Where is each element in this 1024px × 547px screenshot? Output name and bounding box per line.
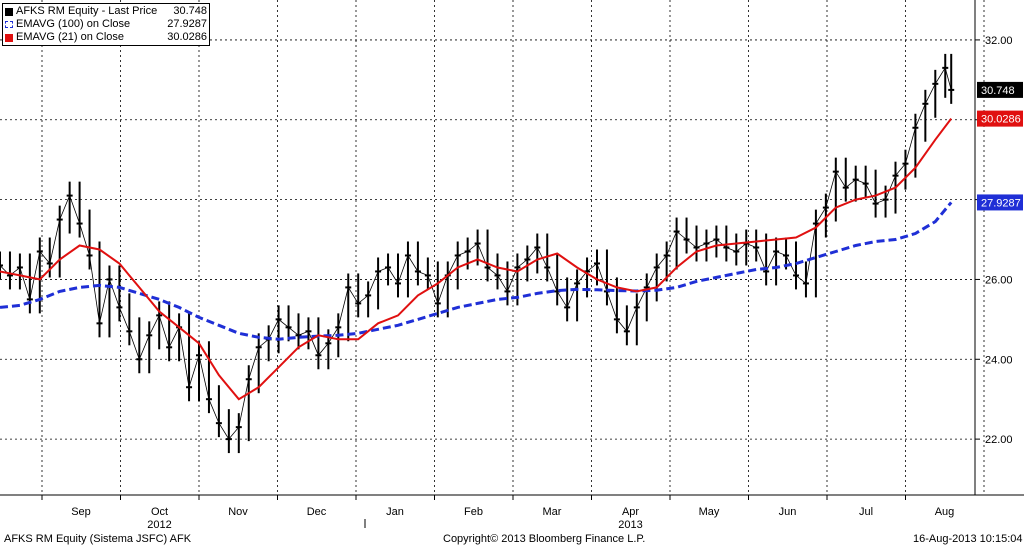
legend-value: 30.0286 — [167, 31, 207, 43]
legend-label: EMAVG (100) on Close — [16, 18, 131, 30]
x-tick-label: Nov — [228, 506, 248, 518]
legend-label: AFKS RM Equity - Last Price — [16, 5, 158, 17]
legend-label: EMAVG (21) on Close — [16, 31, 125, 43]
footer-timestamp: 16-Aug-2013 10:15:04 — [913, 533, 1023, 545]
price-chart: 22.0024.0026.0028.0030.0032.00SepOctNovD… — [0, 0, 1024, 528]
ema100-line — [0, 201, 953, 341]
year-label: 2012 — [147, 519, 171, 528]
x-tick-label: Jun — [779, 506, 797, 518]
x-tick-label: Aug — [935, 506, 955, 518]
price-tag-box — [977, 81, 1023, 98]
x-tick-label: Feb — [464, 506, 483, 518]
legend-row-ema100: EMAVG (100) on Close 27.9287 — [5, 18, 207, 31]
y-tick-label: 26.00 — [985, 274, 1013, 286]
x-tick-label: Jul — [859, 506, 873, 518]
price-tag-label: 27.9287 — [981, 197, 1021, 209]
ema21-line — [0, 117, 952, 401]
legend-row-last-price: AFKS RM Equity - Last Price 30.748 — [5, 5, 207, 18]
x-tick-label: May — [699, 506, 720, 518]
last-price-swatch — [5, 7, 13, 16]
footer-copyright: Copyright© 2013 Bloomberg Finance L.P. — [443, 533, 646, 545]
legend-row-ema21: EMAVG (21) on Close 30.0286 — [5, 31, 207, 44]
y-tick-label: 24.00 — [985, 354, 1013, 366]
x-tick-label: Apr — [622, 506, 639, 518]
price-tag-box — [977, 110, 1023, 127]
series-layer — [0, 53, 955, 454]
price-tags: 30.748 30.0286 27.9287 — [977, 81, 1023, 211]
footer-security-name: AFKS RM Equity (Sistema JSFC) AFK — [4, 533, 192, 545]
grid-lines — [0, 0, 985, 495]
year-label: 2013 — [618, 519, 642, 528]
y-tick-label: 22.00 — [985, 434, 1013, 446]
price-line — [0, 66, 952, 440]
legend-value: 30.748 — [173, 5, 207, 17]
price-tag-label: 30.0286 — [981, 114, 1021, 126]
price-tag-box — [977, 194, 1023, 211]
axis-layer: 22.0024.0026.0028.0030.0032.00SepOctNovD… — [0, 0, 1024, 528]
x-tick-label: Dec — [307, 506, 327, 518]
legend-value: 27.9287 — [167, 18, 207, 30]
x-tick-label: Sep — [71, 506, 91, 518]
legend-box: AFKS RM Equity - Last Price 30.748 EMAVG… — [2, 3, 210, 46]
y-tick-label: 32.00 — [985, 35, 1013, 47]
x-tick-label: Mar — [543, 506, 562, 518]
x-tick-label: Jan — [386, 506, 404, 518]
footer-bar: AFKS RM Equity (Sistema JSFC) AFK Copyri… — [0, 528, 1024, 547]
ema100-swatch — [5, 21, 13, 28]
price-tag-label: 30.748 — [981, 85, 1015, 97]
x-tick-label: Oct — [151, 506, 168, 518]
ema21-swatch — [5, 33, 13, 42]
